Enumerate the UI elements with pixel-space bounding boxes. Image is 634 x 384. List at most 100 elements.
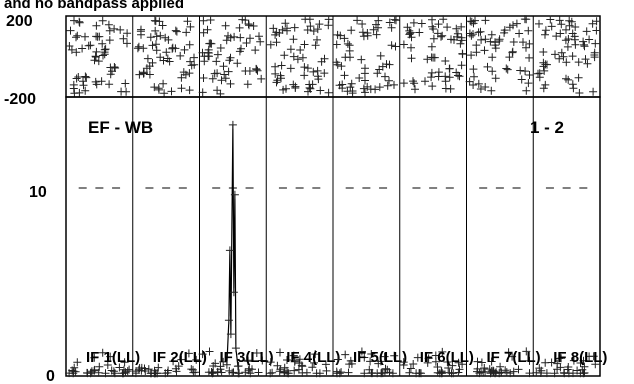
phase-point [387,41,396,50]
phase-point [158,21,167,30]
amp-point [298,362,307,371]
phase-point [251,46,260,55]
amp-point [522,347,531,356]
phase-point [474,79,483,88]
phase-point [280,51,289,60]
phase-point [185,86,194,95]
phase-point [363,82,372,91]
phase-point [467,31,476,40]
phase-point [206,16,215,24]
amp-point [144,365,153,374]
amp-point [535,364,544,373]
amp-point [508,352,517,361]
phase-point [547,22,556,31]
amp-point [198,350,207,359]
amp-point [106,352,115,361]
phase-point [237,44,245,53]
amp-point [172,367,181,376]
phase-point [378,62,387,71]
phase-point [491,74,500,83]
phase-point [465,77,474,86]
phase-point [309,67,318,76]
phase-point [94,57,103,66]
phase-point [65,42,74,50]
amp-point [514,365,523,374]
phase-point [69,84,78,93]
phase-point [500,26,509,35]
phase-point [539,84,548,93]
phase-point [150,83,159,92]
amp-point [241,368,250,377]
phase-point [266,40,275,49]
phase-point [98,39,107,48]
amp-point [454,358,463,367]
phase-point [567,17,576,26]
phase-point [539,48,548,56]
amp-point [83,369,92,378]
amp-point [283,356,291,364]
phase-point [249,22,258,30]
amp-point [140,364,149,373]
amp-point [192,355,201,364]
phase-point [541,26,550,35]
amp-spike-point [222,360,231,369]
phase-point [427,42,436,51]
amp-point [153,369,162,378]
amp-point [423,358,432,367]
amp-spike-point [233,362,242,371]
phase-point [273,76,282,85]
phase-point [300,40,309,49]
phase-point [230,32,239,41]
phase-point [428,15,436,24]
amp-point [164,366,173,375]
amp-point [70,363,79,372]
phase-point [407,43,415,52]
amp-point [501,366,510,375]
phase-point [472,41,481,50]
phase-point [390,15,399,24]
phase-point [503,65,512,74]
amp-point [73,358,82,367]
phase-panel [65,15,601,98]
phase-point [105,36,114,45]
phase-point [242,39,251,47]
phase-point [390,80,398,89]
amp-point [477,358,486,367]
phase-point [289,80,298,89]
phase-point [236,33,245,42]
phase-point [524,26,533,35]
phase-point [579,37,588,46]
phase-point [293,55,302,64]
phase-point [156,31,165,40]
phase-point [557,20,566,29]
phase-point [92,21,101,30]
phase-point [204,52,213,61]
phase-point [93,32,102,41]
phase-point [491,38,499,47]
phase-point [563,42,572,51]
phase-point [123,29,132,38]
phase-point [361,88,369,97]
phase-point [361,76,369,85]
phase-point [159,56,168,65]
phase-point [100,50,109,59]
phase-point [508,47,517,56]
amp-point [573,366,582,375]
phase-point [221,21,230,30]
amp-spike-point [226,330,235,339]
phase-point [241,16,250,25]
phase-point [383,81,392,90]
amp-point [504,348,513,357]
phase-point [443,23,452,32]
phase-point [568,80,577,89]
phase-point [316,86,325,95]
phase-point [117,87,126,96]
phase-point [387,23,396,32]
phase-point [564,75,573,84]
amp-spike-point [224,316,233,325]
phase-point [505,53,514,62]
phase-point [522,86,531,95]
amp-point [433,368,442,377]
phase-point [534,69,542,78]
phase-point [517,75,526,84]
